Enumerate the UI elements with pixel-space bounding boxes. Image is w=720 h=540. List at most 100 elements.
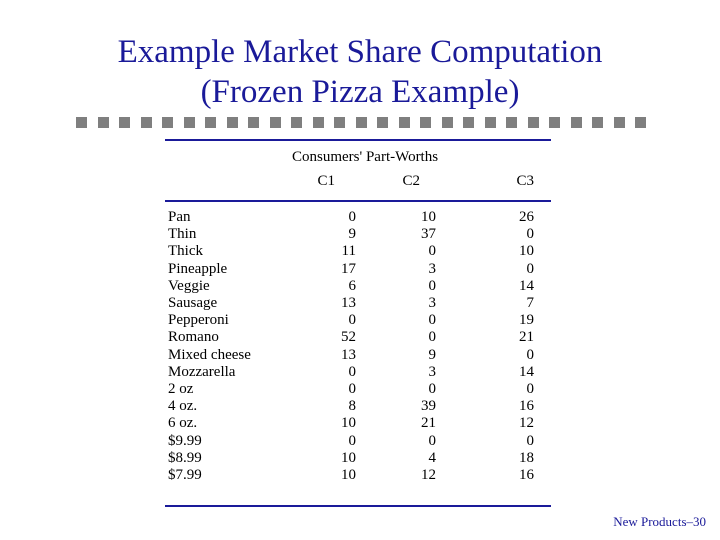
row-label: 4 oz. [168,398,198,415]
row-label: $9.99 [168,432,202,449]
row-label: Veggie [168,277,210,294]
divider-square [527,117,539,128]
table-cell-c1: 17 [341,260,356,277]
divider-square [226,117,238,128]
row-label: Romano [168,329,219,346]
table-header-rule [165,200,551,202]
table-cell-c3: 14 [519,363,534,380]
table-cell-c3: 10 [519,243,534,260]
table-cell-c3: 0 [526,381,535,397]
divider-square [312,117,324,128]
table-top-rule [165,139,551,141]
table-cell-c2: 9 [428,346,437,363]
row-label: 6 oz. [168,415,198,432]
row-label: Sausage [168,295,218,311]
divider-square [635,117,646,128]
row-label: Thick [168,243,203,260]
divider-square [463,117,474,128]
table-cell-c2: 4 [428,449,437,466]
table-cell-c3: 7 [526,295,535,311]
table-cell-c1: 0 [348,312,357,329]
table-cell-c2: 0 [428,329,437,346]
table-cell-c3: 12 [519,415,534,432]
table-cell-c1: 0 [348,363,357,380]
divider-square [549,117,560,128]
row-label: Mixed cheese [168,346,251,363]
divider-square [441,117,453,128]
table-cell-c2: 3 [428,260,437,277]
table-bottom-rule [165,505,551,507]
table-cell-c1: 8 [348,398,357,415]
row-label: $7.99 [168,467,202,483]
table-cell-c2: 21 [421,415,436,432]
row-label: Thin [168,226,197,243]
divider-square [183,117,195,128]
table-cell-c3: 0 [526,432,535,449]
divider-square [398,117,410,128]
table-cell-c2: 10 [421,209,436,225]
row-label: Mozzarella [168,363,236,380]
column-header-c3: C3 [516,173,534,189]
table-cell-c1: 6 [348,277,357,294]
table-cell-c2: 39 [421,398,436,415]
row-label: 2 oz [168,381,194,397]
table-cell-c2: 0 [428,277,437,294]
table-header: Consumers' Part-Worths [292,149,439,165]
divider-square [570,117,582,128]
table-cell-c1: 0 [348,432,357,449]
table-cell-c1: 0 [348,381,357,397]
column-header-c1: C1 [317,173,335,189]
table-cell-c3: 0 [526,346,535,363]
table-cell-c2: 3 [428,363,437,380]
page-footer: New Products–30 [613,514,706,529]
table-cell-c1: 11 [341,243,356,260]
divider-square [291,117,302,128]
table-cell-c3: 16 [519,398,534,415]
divider-square [592,117,603,128]
row-label: Pepperoni [168,312,229,329]
divider-square [140,117,152,128]
table-cell-c2: 0 [428,312,437,329]
table-cell-c2: 0 [428,432,437,449]
table-cell-c3: 16 [519,467,534,483]
divider-square [420,117,431,128]
slide-title: Example Market Share Computation (Frozen… [0,32,720,112]
table-cell-c2: 37 [421,226,436,243]
table-cell-c2: 0 [428,243,437,260]
table-cell-c1: 9 [348,226,357,243]
table-cell-c1: 13 [341,346,356,363]
table-cell-c1: 10 [341,449,356,466]
row-label: Pan [168,209,191,225]
column-header-c2: C2 [402,173,420,189]
divider-square [355,117,367,128]
table-cell-c2: 12 [421,467,436,483]
divider-square [506,117,517,128]
table-cell-c3: 0 [526,260,535,277]
table-cell-c3: 21 [519,329,534,346]
slide-title-line-1: Example Market Share Computation [117,34,603,70]
divider-square [484,117,496,128]
divider-square [334,117,345,128]
table-cell-c2: 3 [428,295,437,311]
slide-title-line-2: (Frozen Pizza Example) [200,74,520,110]
table-cell-c2: 0 [428,381,437,397]
table-cell-c1: 52 [341,329,356,346]
divider-square [97,117,109,128]
divider-square [377,117,388,128]
table-cell-c3: 0 [526,226,535,243]
table-cell-c1: 13 [341,295,356,311]
table-cell-c1: 10 [341,467,356,483]
table-cell-c3: 19 [519,312,534,329]
divider-square [162,117,173,128]
divider-square [269,117,281,128]
divider-square [119,117,130,128]
divider-square [76,117,87,128]
row-label: Pineapple [168,260,228,277]
decorative-square-divider [76,117,646,129]
divider-square [248,117,259,128]
divider-square [205,117,216,128]
divider-square [613,117,625,128]
table-cell-c3: 14 [519,277,534,294]
row-label: $8.99 [168,449,202,466]
table-cell-c1: 0 [348,209,357,225]
